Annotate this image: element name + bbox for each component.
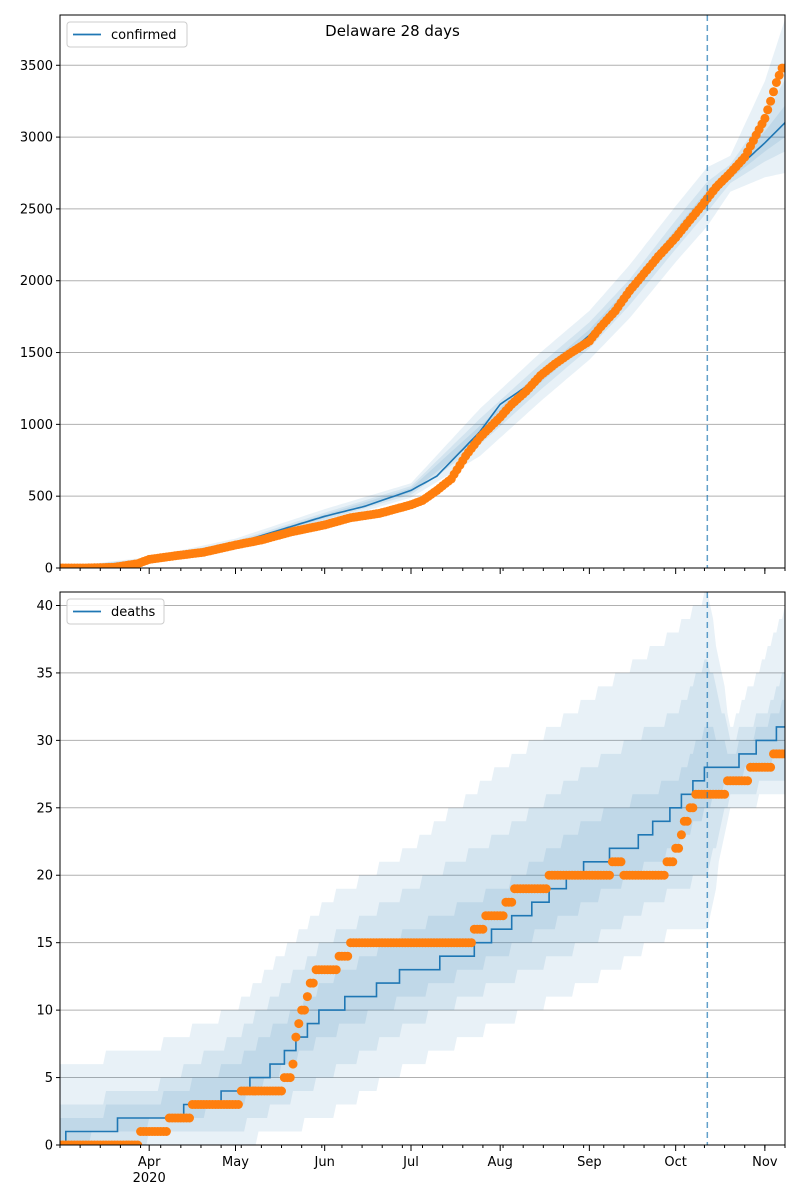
observed-point	[302, 992, 312, 1002]
uncertainty-band-2	[60, 659, 785, 1145]
y-tick-label: 1500	[20, 346, 53, 361]
y-tick-label: 40	[36, 599, 53, 614]
observed-point	[763, 105, 773, 115]
model-line	[60, 726, 785, 1145]
observed-point	[668, 857, 678, 867]
observed-point	[498, 911, 508, 921]
observed-point	[161, 1127, 171, 1136]
observed-point	[133, 1140, 143, 1145]
observed-point	[291, 1032, 301, 1042]
observed-point	[760, 113, 770, 123]
y-tick-label: 25	[36, 801, 53, 816]
x-tick-label: Jun	[314, 1155, 335, 1170]
observed-point	[766, 96, 776, 106]
y-tick-label: 5	[45, 1071, 53, 1086]
observed-point	[674, 843, 684, 853]
y-tick-label: 500	[28, 490, 53, 505]
y-tick-label: 20	[36, 869, 53, 884]
y-tick-label: 3000	[20, 131, 53, 146]
observed-point	[769, 87, 778, 97]
y-tick-label: 35	[36, 666, 53, 681]
uncertainty-band-1	[60, 19, 785, 568]
y-tick-label: 3500	[20, 59, 53, 74]
x-tick-label: Nov	[752, 1155, 778, 1170]
observed-point	[780, 749, 785, 759]
x-tick-label: Aug	[487, 1155, 512, 1170]
x-year-label: 2020	[133, 1171, 166, 1186]
observed-point	[277, 1086, 286, 1096]
legend-label: confirmed	[111, 28, 177, 43]
observed-point	[300, 1005, 309, 1015]
y-tick-label: 30	[36, 734, 53, 749]
observed-point	[185, 1113, 194, 1123]
observed-point	[676, 830, 686, 840]
observed-point	[616, 857, 626, 867]
uncertainty-band-3	[60, 699, 785, 1145]
plot-area	[60, 592, 785, 1145]
observed-point	[507, 897, 517, 907]
y-tick-label: 2500	[20, 202, 53, 217]
panel-deaths: 0 5 10 15 20 25 30 35 40 Apr May Jun Jul Aug Sep Oct Nov…	[36, 591, 786, 1186]
legend: deaths	[66, 598, 165, 625]
observed-point	[294, 1019, 304, 1029]
observed-series	[60, 63, 785, 568]
uncertainty-band-2	[60, 79, 785, 568]
observed-point	[682, 816, 692, 826]
y-tick-label: 1000	[20, 418, 53, 433]
y-tick-label: 0	[45, 1139, 53, 1154]
observed-point	[308, 978, 318, 988]
plot-area	[60, 19, 785, 568]
observed-point	[478, 924, 488, 934]
observed-point	[343, 951, 353, 961]
observed-point	[720, 789, 730, 799]
chart-title: Delaware 28 days	[325, 22, 460, 40]
observed-point	[466, 938, 476, 948]
y-tick-label: 10	[36, 1004, 53, 1019]
x-tick-label: Oct	[664, 1155, 686, 1170]
observed-point	[605, 870, 614, 880]
observed-point	[541, 884, 551, 894]
uncertainty-band-1	[60, 592, 785, 1145]
legend-box	[66, 21, 188, 48]
observed-point	[688, 803, 698, 813]
x-tick-label: Jul	[402, 1155, 419, 1170]
observed-point	[288, 1059, 298, 1069]
y-tick-label: 15	[36, 936, 53, 951]
observed-point	[766, 762, 776, 772]
y-tick-label: 2000	[20, 274, 53, 289]
x-tick-label: Apr	[138, 1155, 161, 1170]
y-tick-label: 0	[45, 562, 53, 577]
legend: confirmed	[66, 21, 188, 48]
observed-point	[743, 776, 753, 786]
observed-point	[659, 870, 669, 880]
legend-box	[66, 598, 165, 625]
panel-confirmed: 0 500 1000 1500 2000 2500 3000 3500 Delaware 28 …	[20, 14, 786, 577]
observed-series	[60, 749, 785, 1145]
observed-point	[771, 78, 781, 87]
legend-label: deaths	[111, 605, 156, 620]
x-tick-label: May	[222, 1155, 249, 1170]
observed-point	[285, 1073, 295, 1083]
observed-point	[774, 70, 784, 80]
observed-point	[233, 1100, 243, 1109]
observed-point	[780, 63, 785, 73]
observed-point	[331, 965, 341, 975]
x-tick-label: Sep	[577, 1155, 602, 1170]
